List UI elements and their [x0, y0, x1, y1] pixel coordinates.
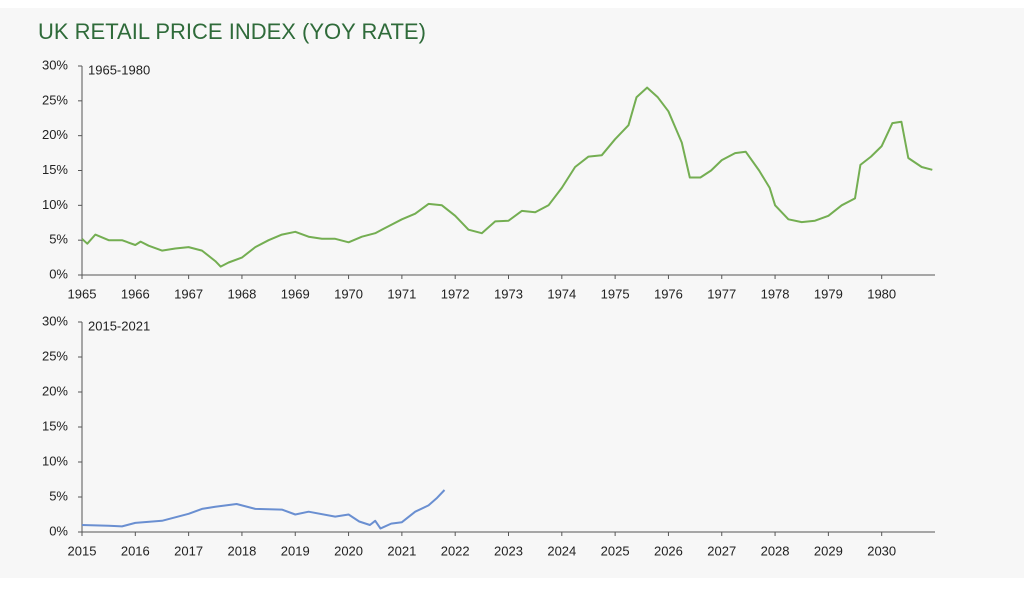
x-tick-label: 1977 — [707, 286, 736, 301]
y-tick-label: 25% — [42, 348, 68, 363]
x-tick-label: 1979 — [814, 286, 843, 301]
y-tick-label: 5% — [49, 488, 68, 503]
chart-title: UK RETAIL PRICE INDEX (YOY RATE) — [38, 19, 426, 44]
line — [81, 86, 933, 268]
x-tick-label: 2021 — [387, 543, 416, 558]
x-tick-label: 2028 — [761, 543, 790, 558]
x-tick-label: 1974 — [547, 286, 576, 301]
x-tick-label: 2017 — [174, 543, 203, 558]
x-tick-label: 2025 — [601, 543, 630, 558]
x-tick-label: 2030 — [867, 543, 896, 558]
y-tick-label: 20% — [42, 383, 68, 398]
x-tick-label: 2022 — [441, 543, 470, 558]
x-tick-label: 2026 — [654, 543, 683, 558]
x-tick-label: 2020 — [334, 543, 363, 558]
x-tick-label: 1975 — [601, 286, 630, 301]
x-tick-label: 1980 — [867, 286, 896, 301]
x-tick-label: 1972 — [441, 286, 470, 301]
y-tick-label: 20% — [42, 127, 68, 142]
x-tick-label: 2027 — [707, 543, 736, 558]
x-tick-label: 2018 — [227, 543, 256, 558]
y-tick-label: 0% — [49, 523, 68, 538]
x-tick-label: 1965 — [68, 286, 97, 301]
x-tick-label: 1967 — [174, 286, 203, 301]
x-tick-label: 1969 — [281, 286, 310, 301]
panel — [0, 8, 1024, 578]
x-tick-label: 2023 — [494, 543, 523, 558]
x-tick-label: 1978 — [761, 286, 790, 301]
x-tick-label: 1976 — [654, 286, 683, 301]
y-tick-label: 15% — [42, 418, 68, 433]
line — [81, 489, 446, 530]
chart-label: 2015-2021 — [88, 318, 150, 333]
x-tick-label: 2024 — [547, 543, 576, 558]
x-tick-label: 2016 — [121, 543, 150, 558]
x-tick-label: 1973 — [494, 286, 523, 301]
y-tick-label: 30% — [42, 57, 68, 72]
x-tick-label: 1966 — [121, 286, 150, 301]
y-tick-label: 15% — [42, 162, 68, 177]
y-tick-label: 10% — [42, 453, 68, 468]
y-tick-label: 0% — [49, 266, 68, 281]
x-tick-label: 1970 — [334, 286, 363, 301]
y-tick-label: 30% — [42, 313, 68, 328]
x-tick-label: 2029 — [814, 543, 843, 558]
y-tick-label: 5% — [49, 232, 68, 247]
x-tick-label: 1971 — [387, 286, 416, 301]
x-tick-label: 1968 — [227, 286, 256, 301]
y-tick-label: 10% — [42, 197, 68, 212]
x-tick-label: 2015 — [68, 543, 97, 558]
chart-label: 1965-1980 — [88, 62, 150, 77]
y-tick-label: 25% — [42, 92, 68, 107]
x-tick-label: 2019 — [281, 543, 310, 558]
